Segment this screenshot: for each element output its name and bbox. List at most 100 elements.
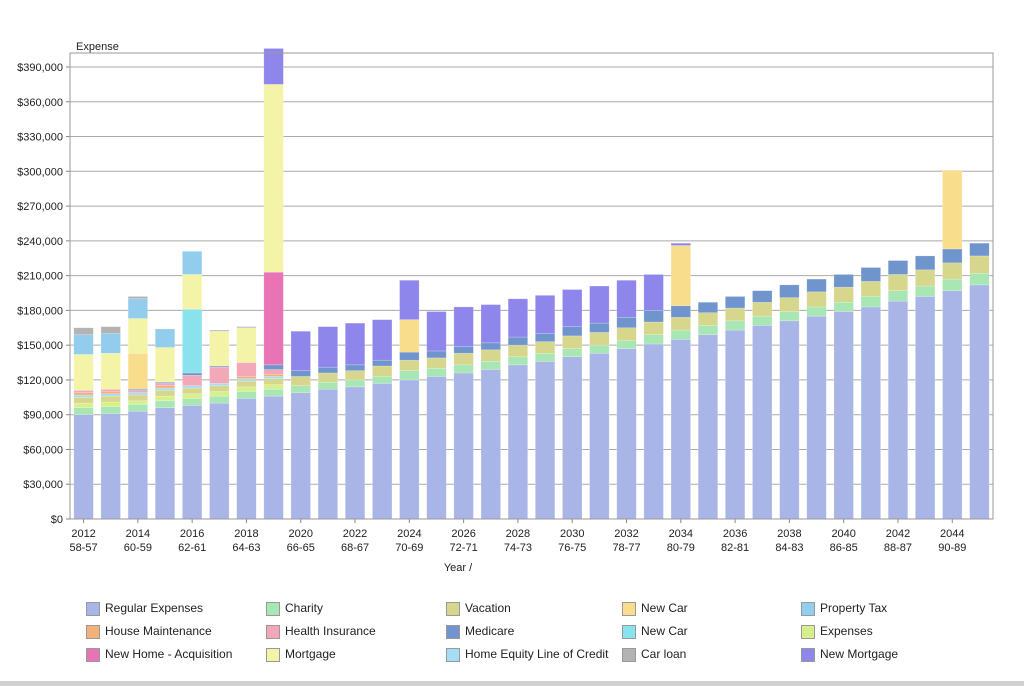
x-tick-ages: 88-87 [884,542,912,554]
x-tick-year: 2022 [343,528,367,540]
bar-segment-charity [670,329,691,340]
legend-item: Expenses [801,623,873,639]
stacked-bar-chart: Expense $0$30,000$60,000$90,000$120,000$… [17,41,994,574]
bars [73,48,990,520]
x-tick-year: 2038 [777,528,801,540]
bar-segment-house-maintenance [263,373,284,377]
bar-segment-vacation [426,357,447,369]
bar-segment-charity [887,290,909,302]
bar-segment-vacation [535,341,556,354]
x-tick-year: 2018 [234,528,258,540]
bar-segment-home-equity-line-of-credit [263,376,284,380]
bar-segment-vacation [643,321,664,336]
bar-segment-medicare [779,284,800,298]
bar-segment-health-insurance [127,390,148,393]
x-tick-ages: 90-89 [938,542,966,554]
bar-segment-charity [317,381,338,390]
bar-segment-vacation [399,359,420,371]
bar-segment-regular-expenses [100,413,121,520]
bar-segment-regular-expenses [833,311,854,520]
legend-item: New Mortgage [801,646,898,662]
x-tick-year: 2044 [940,528,964,540]
bar-segment-medicare [344,364,366,371]
bar-2038 [779,284,800,520]
bar-segment-property-tax [182,250,203,275]
bar-segment-expenses [73,402,94,409]
x-tick-year: 2040 [831,528,855,540]
bar-segment-charity [969,272,990,286]
bar-segment-vacation [562,335,583,349]
bar-2012 [73,327,94,520]
bar-segment-charity [453,364,474,374]
legend-item: Car loan [622,646,686,662]
legend-item: Medicare [446,623,514,639]
bar-segment-medicare [643,310,664,323]
bar-segment-vacation [372,365,393,377]
y-tick-label: $90,000 [23,410,63,422]
bar-segment-medicare [887,260,909,275]
bar-segment-charity [697,325,719,336]
bar-segment-charity [236,391,257,399]
bar-segment-medicare [426,350,447,359]
bar-segment-regular-expenses [480,369,501,520]
bar-segment-regular-expenses [725,329,746,520]
bar-segment-vacation [969,255,990,274]
bar-2039 [806,278,827,520]
bar-segment-new-mortgage [290,330,311,371]
bar-segment-new-mortgage [263,48,284,85]
bar-segment-vacation [263,378,284,385]
legend-label: Car loan [641,647,687,661]
x-tick-ages: 72-71 [450,542,478,554]
bar-segment-new-car-2- [182,308,203,374]
bar-segment-vacation [779,297,800,312]
bar-segment-medicare [589,322,610,333]
bar-segment-new-mortgage [616,279,637,318]
bar-segment-car-loan [100,326,121,334]
bar-segment-charity [127,403,148,412]
x-tick-year: 2028 [506,528,530,540]
legend-label: Health Insurance [285,624,376,638]
bar-segment-regular-expenses [127,410,148,520]
bar-segment-regular-expenses [236,398,257,520]
bar-segment-charity [616,340,637,349]
bar-2045 [969,242,990,520]
x-tick-ages: 82-81 [721,542,749,554]
bar-segment-charity [426,368,447,377]
bar-segment-regular-expenses [263,395,284,520]
y-tick-label: $240,000 [17,236,63,248]
bar-segment-vacation [616,327,637,341]
x-tick-ages: 80-79 [667,542,695,554]
legend-label: House Maintenance [105,624,212,638]
x-tick-year: 2042 [886,528,910,540]
bar-segment-property-tax [73,334,94,355]
y-tick-label: $300,000 [17,166,63,178]
legend-item: Vacation [446,600,511,616]
legend-swatch [266,647,280,662]
legend-swatch [446,647,460,662]
bar-segment-new-mortgage [507,298,528,338]
x-tick-ages: 74-73 [504,542,532,554]
bar-segment-new-mortgage [480,304,501,344]
y-tick-label: $360,000 [17,97,63,109]
legend-item: New Car [622,600,688,616]
bar-segment-charity [915,285,936,297]
bar-2036 [725,296,746,520]
bar-segment-new-mortgage [426,311,447,352]
bar-2024 [399,279,420,520]
bar-segment-health-insurance [236,362,257,377]
bar-segment-charity [833,301,854,312]
bar-2032 [616,279,637,520]
x-tick-ages: 58-57 [70,542,98,554]
legend-item: New Car [622,623,688,639]
legend-item: Charity [266,600,323,616]
bar-segment-mortgage [154,347,176,383]
legend-swatch [622,624,636,639]
bar-2018 [236,326,257,520]
bar-segment-charity [725,320,746,331]
bar-segment-new-mortgage [372,319,393,361]
bar-segment-charity [399,370,420,381]
bar-2035 [697,301,719,520]
bar-segment-vacation [589,332,610,346]
bar-segment-vacation [860,281,881,297]
x-tick-year: 2014 [126,528,150,540]
